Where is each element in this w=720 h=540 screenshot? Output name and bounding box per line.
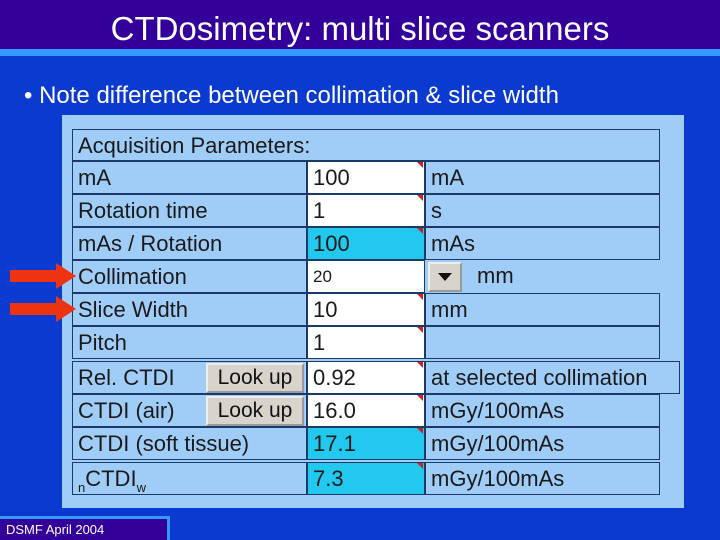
table-heading: Acquisition Parameters: bbox=[72, 129, 660, 161]
row-label: Slice Width bbox=[72, 293, 307, 326]
row-unit: mm bbox=[425, 293, 660, 326]
red-arrow bbox=[10, 303, 58, 315]
row-unit: s bbox=[425, 194, 660, 227]
row-unit: mAs bbox=[425, 227, 660, 260]
label-sub: w bbox=[136, 480, 146, 495]
value-marker bbox=[417, 294, 423, 300]
row-value: 17.1 bbox=[307, 427, 425, 460]
label-prefix: n bbox=[78, 480, 86, 495]
red-arrow-head bbox=[56, 263, 76, 289]
row-label: Rel. CTDI bbox=[72, 361, 307, 394]
row-unit: at selected collimation bbox=[425, 361, 680, 394]
row-unit: mA bbox=[425, 161, 660, 194]
row-value[interactable]: 1 bbox=[307, 194, 425, 227]
red-arrow-head bbox=[56, 296, 76, 322]
value-marker bbox=[417, 327, 423, 333]
row-value[interactable]: 100 bbox=[307, 161, 425, 194]
row-unit: mGy/100mAs bbox=[425, 462, 660, 495]
red-arrow bbox=[10, 270, 58, 282]
row-label: CTDI (air) bbox=[72, 394, 307, 427]
value-marker bbox=[417, 362, 423, 368]
dropdown-button[interactable] bbox=[428, 262, 462, 292]
lookup-button[interactable]: Look up bbox=[206, 363, 304, 393]
row-label: mA bbox=[72, 161, 307, 194]
row-unit bbox=[425, 326, 660, 359]
row-value[interactable]: 10 bbox=[307, 293, 425, 326]
row-label: Pitch bbox=[72, 326, 307, 359]
row-value: 7.3 bbox=[307, 462, 425, 495]
bullet-text: Note difference between collimation & sl… bbox=[39, 82, 559, 109]
value-marker bbox=[417, 195, 423, 201]
row-unit: mGy/100mAs bbox=[425, 394, 660, 427]
row-value: 100 bbox=[307, 227, 425, 260]
value-marker bbox=[417, 463, 423, 469]
row-label: Collimation bbox=[72, 260, 307, 293]
footer: DSMF April 2004 bbox=[0, 516, 170, 540]
lookup-button[interactable]: Look up bbox=[206, 396, 304, 426]
row-label: mAs / Rotation bbox=[72, 227, 307, 260]
row-value[interactable]: 16.0 bbox=[307, 394, 425, 427]
value-marker bbox=[417, 162, 423, 168]
row-unit: mm bbox=[477, 263, 514, 288]
value-marker bbox=[417, 228, 423, 234]
value-marker bbox=[417, 428, 423, 434]
row-label: Rotation time bbox=[72, 194, 307, 227]
value-marker bbox=[417, 395, 423, 401]
dropdown-arrow bbox=[438, 273, 452, 281]
title-bar bbox=[0, 0, 720, 56]
bullet: • Note difference between collimation & … bbox=[24, 82, 559, 109]
row-value[interactable]: 1 bbox=[307, 326, 425, 359]
row-label: nCTDIw bbox=[72, 462, 307, 495]
row-label: CTDI (soft tissue) bbox=[72, 427, 307, 460]
dropdown-value[interactable]: 20 bbox=[307, 260, 425, 293]
slide-title: CTDosimetry: multi slice scanners bbox=[110, 10, 610, 47]
row-unit: mGy/100mAs bbox=[425, 427, 660, 460]
label-main: CTDI bbox=[85, 466, 137, 491]
row-value[interactable]: 0.92 bbox=[307, 361, 425, 394]
